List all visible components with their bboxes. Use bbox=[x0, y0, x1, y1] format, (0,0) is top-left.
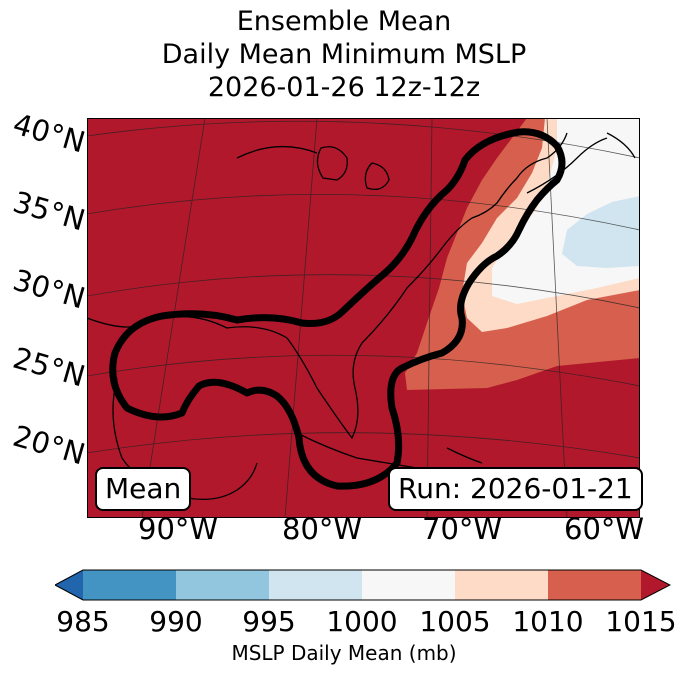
colorbar-tick-985: 985 bbox=[56, 605, 110, 638]
mslp-map bbox=[87, 118, 640, 518]
colorbar-tick-1005: 1005 bbox=[419, 605, 491, 638]
colorbar-tick-1015: 1015 bbox=[605, 605, 677, 638]
map-title-line-3: 2026-01-26 12z-12z bbox=[207, 72, 481, 103]
map-title-line-2: Daily Mean Minimum MSLP bbox=[161, 39, 527, 70]
colorbar-swatch-1000-1005 bbox=[362, 570, 455, 600]
lat-label-30n: 30°N bbox=[9, 262, 89, 316]
colorbar-tick-1000: 1000 bbox=[326, 605, 398, 638]
colorbar-tick-1010: 1010 bbox=[512, 605, 584, 638]
colorbar-tick-995: 995 bbox=[242, 605, 296, 638]
colorbar-swatch-995-1000 bbox=[269, 570, 362, 600]
lat-label-20n: 20°N bbox=[9, 418, 89, 472]
colorbar-tick-990: 990 bbox=[149, 605, 203, 638]
pressure-band-995-1000 bbox=[562, 196, 640, 268]
lon-label-60w: 60°W bbox=[564, 512, 645, 546]
lon-label-80w: 80°W bbox=[282, 512, 363, 546]
colorbar-swatch-1005-1010 bbox=[455, 570, 548, 600]
lat-label-40n: 40°N bbox=[9, 106, 89, 160]
colorbar bbox=[55, 569, 671, 601]
lat-label-25n: 25°N bbox=[9, 340, 89, 394]
colorbar-swatch-990-995 bbox=[176, 570, 269, 600]
map-frame bbox=[87, 118, 640, 518]
lon-label-70w: 70°W bbox=[422, 512, 503, 546]
colorbar-upper-extension bbox=[641, 570, 670, 600]
run-date-label-box: Run: 2026-01-21 bbox=[388, 467, 643, 511]
colorbar-swatch-1010-1015 bbox=[548, 570, 641, 600]
map-title-line-1: Ensemble Mean bbox=[236, 6, 452, 37]
mslp-contour-outline bbox=[109, 128, 566, 490]
colorbar-title: MSLP Daily Mean (mb) bbox=[231, 641, 457, 665]
lat-label-35n: 35°N bbox=[9, 184, 89, 238]
lon-label-90w: 90°W bbox=[138, 512, 219, 546]
mean-label-box: Mean bbox=[95, 467, 192, 511]
colorbar-outline bbox=[55, 569, 671, 601]
colorbar-lower-extension bbox=[55, 570, 83, 600]
colorbar-swatch-985-990 bbox=[83, 570, 176, 600]
